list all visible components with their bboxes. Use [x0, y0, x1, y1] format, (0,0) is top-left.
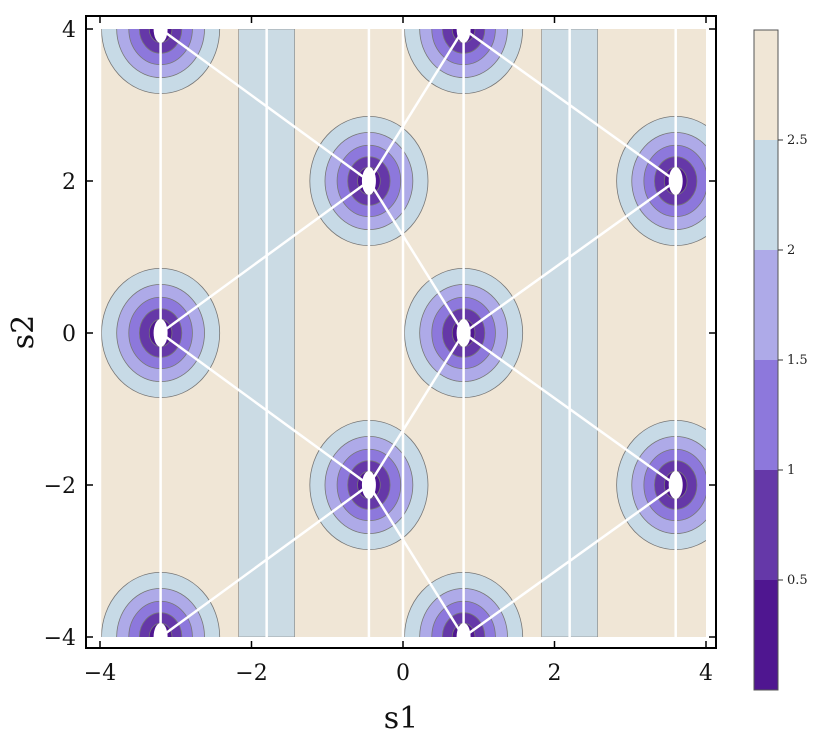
minimum-marker [153, 319, 168, 347]
minimum-marker [668, 471, 683, 499]
legend-colorbar: 2.5 2 1.5 1 0.5 [753, 29, 808, 691]
white-diagonal-line [367, 332, 465, 486]
legend-label: 2.5 [787, 133, 808, 148]
y-tick-label: 0 [62, 322, 76, 347]
minimum-marker [456, 623, 471, 637]
white-diagonal-line [462, 483, 677, 637]
minimum-marker [456, 29, 471, 43]
y-tick-label: −4 [44, 626, 76, 651]
minimum-marker [456, 319, 471, 347]
x-tick-label: −2 [235, 661, 267, 686]
white-diagonal-line [367, 484, 465, 637]
minimum-marker [668, 167, 683, 195]
x-axis-ticks: −4 −2 0 2 4 [84, 16, 713, 686]
x-tick-label: 2 [548, 661, 562, 686]
y-tick-label: 4 [62, 18, 76, 43]
legend-color-band [754, 470, 778, 580]
legend-label: 1.5 [787, 353, 808, 368]
white-line-layer [100, 29, 683, 637]
y-tick-label: 2 [62, 170, 76, 195]
legend-color-band [754, 360, 778, 470]
white-diagonal-line [462, 179, 677, 335]
x-axis-title: s1 [384, 701, 418, 736]
white-diagonal-line [159, 331, 370, 487]
minimum-marker [361, 471, 376, 499]
legend-color-band [754, 140, 778, 250]
plot-area [85, 15, 717, 649]
legend-label: 2 [787, 243, 795, 258]
y-tick-label: −2 [44, 474, 76, 499]
x-tick-label: 4 [699, 661, 713, 686]
legend-label: 0.5 [787, 573, 808, 588]
minimum-marker [153, 623, 168, 637]
white-diagonal-line [159, 483, 370, 637]
white-diagonal-line [462, 29, 677, 183]
y-axis-title: s2 [6, 315, 41, 349]
plot-frame [85, 15, 717, 649]
legend-label: 1 [787, 463, 795, 478]
legend-color-band [754, 250, 778, 360]
legend-color-band [754, 580, 778, 690]
white-diagonal-line [159, 29, 370, 183]
x-tick-label: −4 [84, 661, 116, 686]
legend-color-band [754, 30, 778, 140]
white-diagonal-line [367, 29, 465, 182]
contour-well [616, 420, 706, 550]
white-diagonal-line [159, 179, 370, 335]
white-diagonal-line [462, 331, 677, 487]
minimum-marker [361, 167, 376, 195]
minimum-marker [153, 29, 168, 43]
y-axis-ticks: −4 −2 0 2 4 [44, 18, 716, 651]
x-tick-label: 0 [396, 661, 410, 686]
white-diagonal-line [367, 180, 465, 334]
